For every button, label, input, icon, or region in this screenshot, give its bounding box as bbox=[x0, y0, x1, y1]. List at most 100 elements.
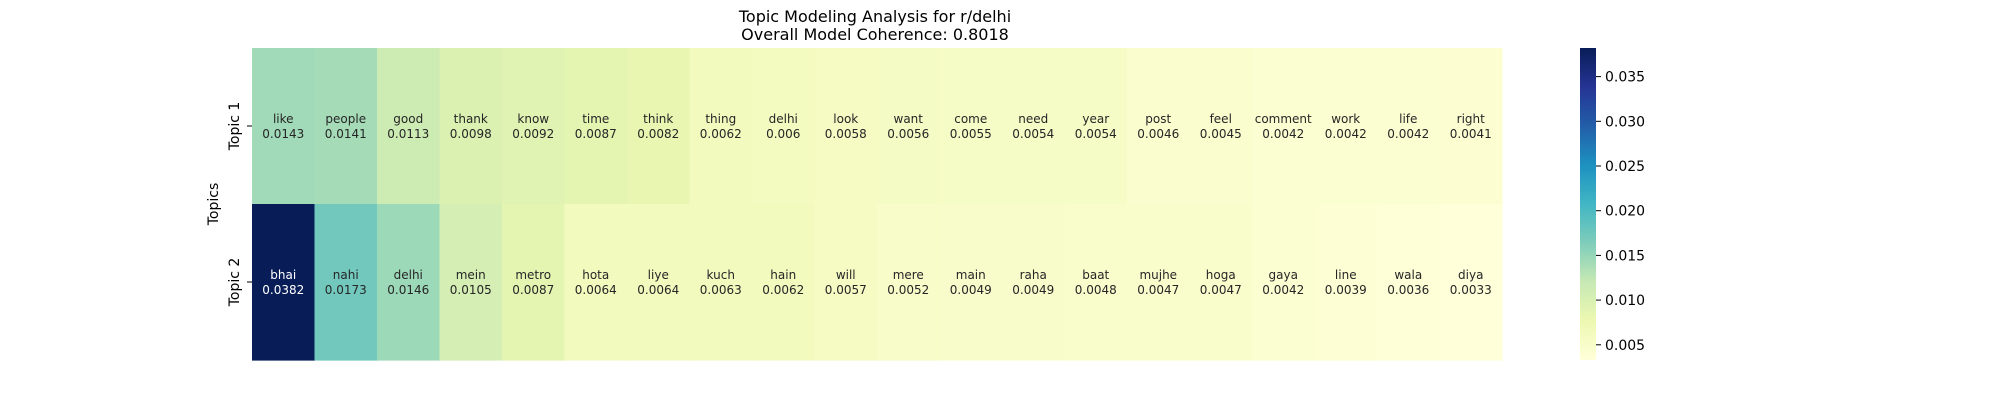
heatmap-cell-fill bbox=[1377, 48, 1441, 205]
cell-word-label: work bbox=[1331, 112, 1360, 126]
cell-word-label: look bbox=[833, 112, 858, 126]
cell-weight-label: 0.0382 bbox=[262, 283, 304, 297]
heatmap-cell-fill bbox=[689, 48, 753, 205]
cell-word-label: feel bbox=[1210, 112, 1232, 126]
colorbar-tick-label: 0.025 bbox=[1605, 159, 1645, 175]
cell-weight-label: 0.0045 bbox=[1200, 127, 1242, 141]
cell-weight-label: 0.0046 bbox=[1137, 127, 1179, 141]
heatmap-cell-fill bbox=[502, 48, 566, 205]
cell-word-label: wala bbox=[1394, 268, 1422, 282]
cell-weight-label: 0.0036 bbox=[1387, 283, 1429, 297]
cell-weight-label: 0.0064 bbox=[637, 283, 679, 297]
cell-weight-label: 0.0049 bbox=[950, 283, 992, 297]
cell-word-label: mujhe bbox=[1139, 268, 1177, 282]
heatmap-cell-fill bbox=[1127, 204, 1191, 361]
heatmap-cell-fill bbox=[1002, 48, 1066, 205]
heatmap-cell-fill bbox=[377, 48, 441, 205]
cell-word-label: think bbox=[643, 112, 673, 126]
heatmap-cell-fill bbox=[314, 204, 378, 361]
cell-weight-label: 0.0042 bbox=[1387, 127, 1429, 141]
heatmap-cell-fill bbox=[1314, 204, 1378, 361]
heatmap-cell-fill bbox=[1064, 48, 1128, 205]
cell-weight-label: 0.0146 bbox=[387, 283, 429, 297]
cell-word-label: need bbox=[1018, 112, 1048, 126]
y-tick-label: Topic 1 bbox=[227, 102, 243, 152]
cell-word-label: right bbox=[1457, 112, 1485, 126]
cell-weight-label: 0.0042 bbox=[1262, 127, 1304, 141]
heatmap-cell-fill bbox=[252, 204, 316, 361]
cell-word-label: good bbox=[393, 112, 423, 126]
colorbar-tick-label: 0.035 bbox=[1605, 70, 1645, 86]
heatmap-cell-fill bbox=[1377, 204, 1441, 361]
cell-weight-label: 0.0058 bbox=[825, 127, 867, 141]
heatmap-cell-fill bbox=[939, 204, 1003, 361]
cell-weight-label: 0.0047 bbox=[1137, 283, 1179, 297]
cell-word-label: like bbox=[273, 112, 294, 126]
heatmap-cell-fill bbox=[877, 48, 941, 205]
cell-word-label: hota bbox=[582, 268, 609, 282]
colorbar-tick-label: 0.015 bbox=[1605, 248, 1645, 264]
heatmap-cell-fill bbox=[1189, 204, 1253, 361]
colorbar-tick-label: 0.005 bbox=[1605, 338, 1645, 354]
cell-weight-label: 0.0087 bbox=[512, 283, 554, 297]
heatmap-cell-fill bbox=[252, 48, 316, 205]
cell-weight-label: 0.0087 bbox=[575, 127, 617, 141]
cell-word-label: come bbox=[954, 112, 987, 126]
heatmap-cell-fill bbox=[814, 48, 878, 205]
heatmap-cell-fill bbox=[1002, 204, 1066, 361]
cell-word-label: metro bbox=[515, 268, 551, 282]
cell-weight-label: 0.0055 bbox=[950, 127, 992, 141]
heatmap-cell-fill bbox=[1252, 48, 1316, 205]
heatmap-grid: like0.0143people0.0141good0.0113thank0.0… bbox=[252, 48, 1503, 361]
y-axis: Topic 1 Topic 2 bbox=[227, 102, 252, 308]
cell-word-label: thank bbox=[454, 112, 488, 126]
cell-weight-label: 0.0092 bbox=[512, 127, 554, 141]
cell-weight-label: 0.0056 bbox=[887, 127, 929, 141]
cell-word-label: mein bbox=[456, 268, 486, 282]
y-tick-label: Topic 2 bbox=[227, 258, 243, 308]
cell-weight-label: 0.0062 bbox=[700, 127, 742, 141]
cell-weight-label: 0.0054 bbox=[1012, 127, 1054, 141]
heatmap-cell-fill bbox=[1064, 204, 1128, 361]
cell-weight-label: 0.0039 bbox=[1325, 283, 1367, 297]
cell-weight-label: 0.0054 bbox=[1075, 127, 1117, 141]
colorbar-tick-label: 0.030 bbox=[1605, 114, 1645, 130]
cell-word-label: comment bbox=[1255, 112, 1312, 126]
cell-word-label: delhi bbox=[769, 112, 798, 126]
heatmap-cell-fill bbox=[752, 48, 816, 205]
cell-word-label: main bbox=[956, 268, 986, 282]
cell-weight-label: 0.0042 bbox=[1262, 283, 1304, 297]
cell-weight-label: 0.006 bbox=[766, 127, 800, 141]
heatmap-cell-fill bbox=[689, 204, 753, 361]
y-axis-label: Topics bbox=[206, 183, 222, 227]
cell-word-label: want bbox=[894, 112, 924, 126]
heatmap-cell-fill bbox=[564, 48, 628, 205]
cell-word-label: baat bbox=[1082, 268, 1109, 282]
heatmap-cell-fill bbox=[877, 204, 941, 361]
cell-weight-label: 0.0141 bbox=[325, 127, 367, 141]
cell-word-label: will bbox=[836, 268, 856, 282]
